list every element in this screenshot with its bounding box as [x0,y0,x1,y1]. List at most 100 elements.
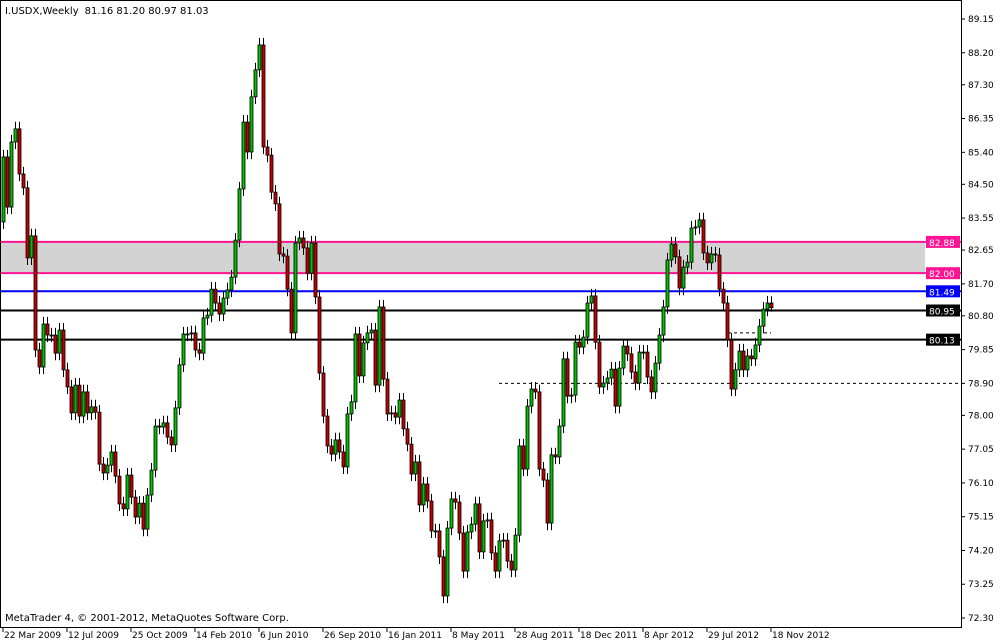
bear-candle-body [429,500,434,532]
candle [625,338,630,361]
bull-candle-body [125,474,130,510]
candle [429,493,434,539]
bear-candle-body [417,461,422,506]
price-level-label: 82.88 [929,239,955,249]
candle [685,255,690,275]
y-tick-label: 74.20 [968,546,994,556]
candle [77,378,82,424]
candle [33,228,38,358]
price-label-bg [926,285,960,298]
bear-candle-body [61,329,66,371]
bear-candle-body [461,532,466,572]
bull-candle-body [413,461,418,475]
candle [301,230,306,256]
candle [421,476,426,513]
bear-candle-body [393,412,398,418]
bull-candle-body [549,454,554,524]
bear-candle-body [337,439,342,453]
bear-candle-body [245,121,250,153]
candle [629,346,634,380]
bull-candle-body [149,469,154,496]
candle [701,212,706,261]
bear-candle-body [701,219,706,254]
candle [285,249,290,297]
bear-candle-body [285,255,290,290]
candle [165,415,170,445]
bear-candle-body [613,368,618,407]
candle [261,37,266,155]
candle [289,282,294,341]
x-tick-label: 29 Jul 2012 [708,631,759,641]
candle [245,114,250,160]
candle [333,432,338,462]
candle [161,415,166,435]
candle [573,335,578,403]
bull-candle-body [433,530,438,533]
bull-candle-body [497,540,502,572]
candle [341,444,346,475]
candle [693,219,698,236]
bear-candle-body [533,388,538,393]
candle [109,444,114,473]
x-tick-label: 22 Mar 2009 [4,631,61,641]
candle [177,357,182,416]
bull-candle-body [205,314,210,319]
bear-candle-body [165,422,170,438]
bull-candle-body [345,413,350,468]
bull-candle-body [309,242,314,274]
candle [669,236,674,268]
bull-candle-body [445,527,450,597]
candle [13,121,18,150]
bull-candle-body [689,227,694,263]
candle [437,523,442,564]
candle [661,299,666,343]
bull-candle-body [757,325,762,346]
candle [181,326,186,373]
bear-candle-body [749,355,754,360]
bull-candle-body [105,464,110,474]
bear-candle-body [169,436,174,446]
bull-candle-body [465,531,470,572]
bull-candle-body [377,306,382,386]
candle [717,247,722,297]
candle [417,454,422,513]
bull-candle-body [181,333,186,366]
candle [309,235,314,281]
bull-candle-body [109,451,114,466]
bull-candle-body [605,377,610,384]
bull-candle-body [209,288,214,316]
bull-candle-body [49,334,54,337]
bear-candle-body [121,503,126,510]
bear-candle-body [357,333,362,377]
bear-candle-body [341,451,346,468]
candle [241,114,246,197]
candle [201,310,206,361]
candle [353,326,358,409]
bear-candle-body [33,235,38,351]
candle [617,360,622,414]
bear-candle-body [505,539,510,562]
candle [769,296,774,312]
bear-candle-body [649,376,654,393]
bull-candle-body [73,384,78,414]
bull-candle-body [561,358,566,427]
candle [521,438,526,477]
candle [633,364,638,391]
bull-candle-body [9,141,14,208]
candle [385,372,390,422]
y-tick-label: 88.20 [968,49,994,59]
bull-candle-body [665,259,670,308]
candle [601,375,606,395]
bear-candle-body [301,237,306,249]
candle [749,348,754,366]
candle [445,520,450,604]
candle [609,362,614,386]
bull-candle-body [237,188,242,241]
bear-candle-body [477,503,482,553]
bull-candle-body [161,422,166,428]
price-level-label: 80.95 [929,308,955,318]
bear-candle-body [193,332,198,351]
candle [105,458,110,481]
x-tick-label: 18 Nov 2012 [772,631,830,641]
